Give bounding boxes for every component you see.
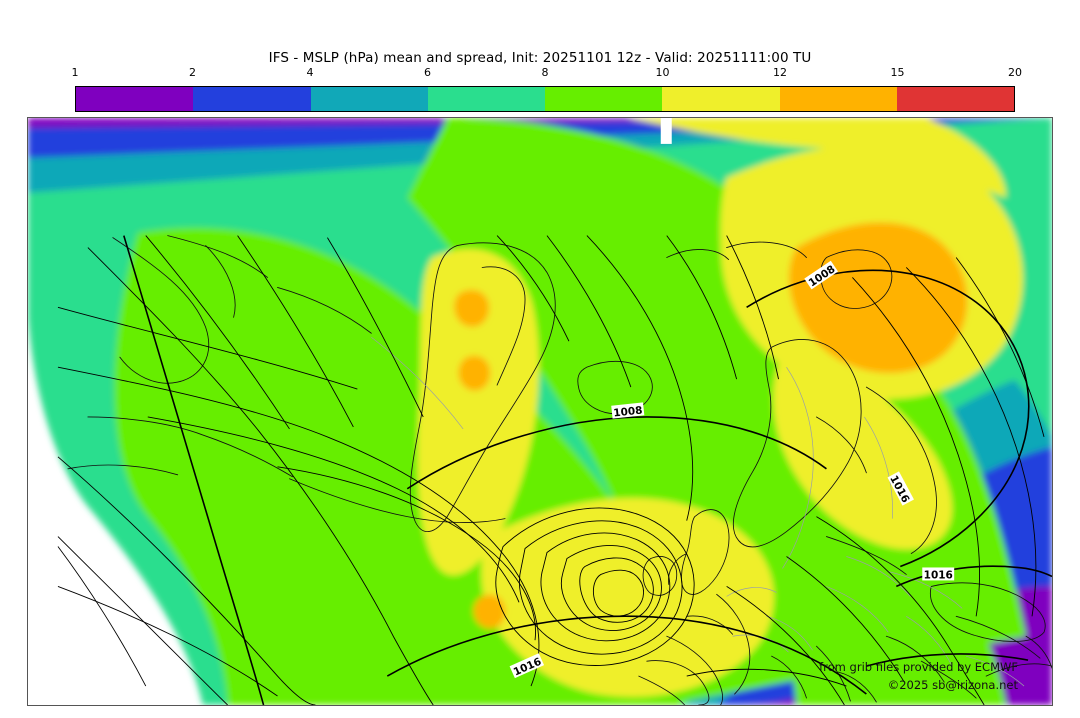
isobar-layer bbox=[57, 235, 1052, 705]
colorbar-band-7 bbox=[779, 87, 897, 111]
coastline-layer bbox=[67, 235, 1052, 705]
country-border-layer bbox=[371, 336, 1025, 687]
colorbar-tick-10: 10 bbox=[655, 66, 670, 79]
colorbar-band-6 bbox=[662, 87, 780, 111]
colorbar-bands bbox=[75, 86, 1015, 112]
colorbar bbox=[75, 86, 1015, 112]
colorbar-band-8 bbox=[896, 87, 1014, 111]
page-title: IFS - MSLP (hPa) mean and spread, Init: … bbox=[268, 50, 812, 66]
colorbar-band-2 bbox=[193, 87, 311, 111]
colorbar-tick-15: 15 bbox=[890, 66, 905, 79]
colorbar-band-5 bbox=[545, 87, 663, 111]
colorbar-tick-20: 20 bbox=[1008, 66, 1022, 79]
colorbar-tick-6: 6 bbox=[424, 66, 431, 79]
contour-label-gap bbox=[660, 118, 672, 144]
colorbar-tick-2: 2 bbox=[189, 66, 196, 79]
isobar-label-1016-blacksea: 1016 bbox=[924, 569, 953, 581]
colorbar-band-1 bbox=[76, 87, 194, 111]
colorbar-tick-12: 12 bbox=[773, 66, 787, 79]
colorbar-band-3 bbox=[310, 87, 428, 111]
colorbar-tick-4: 4 bbox=[306, 66, 314, 79]
isobar-label-1008-north: 1008 bbox=[613, 405, 643, 420]
colorbar-tick-1: 1 bbox=[71, 66, 79, 79]
map-panel: 1008 1016 1008 1016 bbox=[27, 117, 1053, 706]
spread-fill-bands bbox=[28, 118, 1052, 705]
colorbar-tick-8: 8 bbox=[541, 66, 549, 79]
colorbar-tick-labels: 1 2 4 6 8 10 12 15 20 bbox=[71, 66, 1023, 82]
spread-contour-map: 1008 1016 1008 1016 bbox=[28, 118, 1052, 705]
colorbar-band-4 bbox=[427, 87, 545, 111]
